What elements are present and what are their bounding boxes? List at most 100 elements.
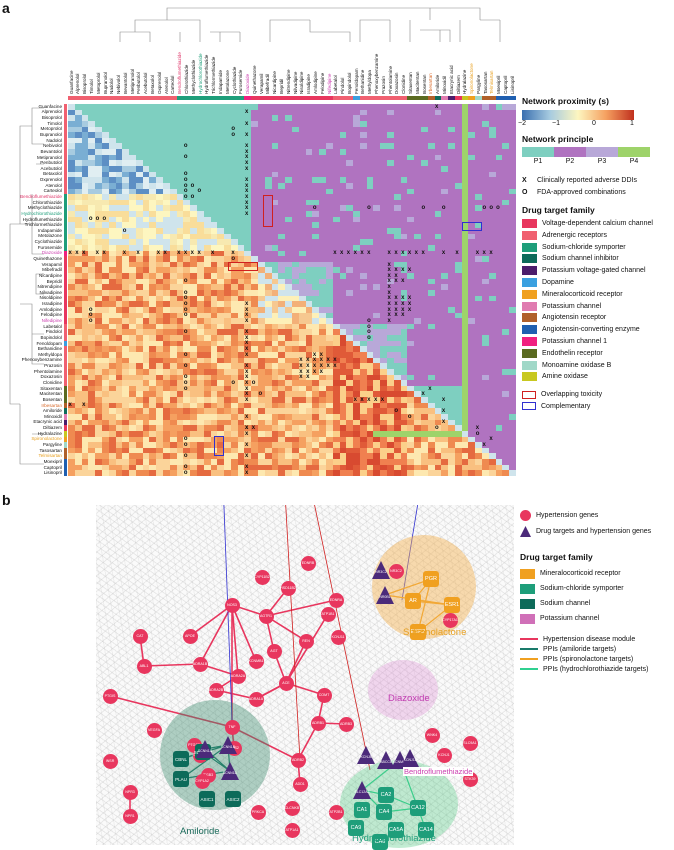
heat-cell xyxy=(292,177,299,183)
heat-cell xyxy=(251,436,259,443)
heat-cell xyxy=(142,312,150,319)
heat-cell xyxy=(495,363,503,369)
heat-cell xyxy=(414,289,421,296)
heat-cell xyxy=(285,368,292,375)
heat-cell xyxy=(461,363,469,369)
heat-cell xyxy=(482,391,489,398)
heat-cell xyxy=(461,289,469,296)
heat-cell xyxy=(441,250,449,257)
heat-cell xyxy=(319,149,326,155)
heat-cell xyxy=(115,351,123,358)
heat-cell xyxy=(332,267,340,274)
heat-cell xyxy=(319,329,326,336)
family-cell xyxy=(64,166,67,172)
heat-cell xyxy=(380,312,388,319)
approved-combination-mark: o xyxy=(231,255,236,262)
heat-cell xyxy=(400,104,408,110)
heat-cell xyxy=(163,273,170,279)
heat-cell xyxy=(95,408,102,414)
heat-cell xyxy=(74,318,82,324)
heat-cell xyxy=(427,470,435,476)
heat-cell xyxy=(176,380,184,386)
heat-cell xyxy=(244,115,252,121)
heat-cell xyxy=(393,177,401,183)
heat-cell xyxy=(461,464,469,471)
heat-cell xyxy=(217,346,225,352)
heat-cell xyxy=(210,267,218,274)
heat-cell xyxy=(366,289,374,296)
heat-cell xyxy=(210,436,218,443)
heat-cell xyxy=(264,244,272,251)
heat-cell xyxy=(407,289,415,296)
approved-combination-mark: o xyxy=(496,205,500,212)
heat-cell xyxy=(448,239,455,245)
heat-cell xyxy=(183,459,191,465)
heat-cell xyxy=(325,374,333,381)
heat-cell xyxy=(332,278,340,285)
heat-cell xyxy=(285,222,292,228)
heat-cell xyxy=(305,165,313,172)
heat-cell xyxy=(251,115,259,121)
heat-cell xyxy=(393,368,401,375)
heat-cell xyxy=(176,351,184,358)
heat-cell xyxy=(292,425,299,431)
family-cell xyxy=(64,352,67,358)
heat-cell xyxy=(366,104,374,110)
heat-cell xyxy=(88,363,96,369)
family-label: Sodium channel inhibitor xyxy=(542,255,619,263)
heat-cell xyxy=(298,250,306,257)
heat-cell xyxy=(176,363,184,369)
heat-cell xyxy=(142,306,150,313)
heat-cell xyxy=(366,459,374,465)
heat-cell xyxy=(88,256,96,262)
heat-cell xyxy=(271,182,279,189)
adverse-ddi-mark: x xyxy=(306,362,310,369)
heat-cell xyxy=(230,227,238,234)
heat-cell xyxy=(176,104,184,110)
heat-cell xyxy=(156,374,164,381)
heat-cell xyxy=(129,199,136,206)
heat-cell xyxy=(380,284,388,290)
heat-cell xyxy=(217,160,225,166)
heat-cell xyxy=(264,120,272,127)
heat-cell xyxy=(380,335,388,341)
heat-cell xyxy=(237,109,245,116)
heat-cell xyxy=(298,323,306,330)
heat-cell xyxy=(332,408,340,414)
heat-cell xyxy=(203,233,211,240)
heat-cell xyxy=(454,425,462,431)
heat-cell xyxy=(68,425,75,431)
heat-cell xyxy=(237,329,245,336)
heat-cell xyxy=(251,171,259,178)
heat-cell xyxy=(251,177,259,183)
heat-cell xyxy=(108,453,116,460)
heat-cell xyxy=(74,306,82,313)
heat-cell xyxy=(346,408,354,414)
heat-cell xyxy=(454,453,462,460)
heat-cell xyxy=(190,284,197,290)
heat-cell xyxy=(393,132,401,138)
heat-cell xyxy=(224,126,231,133)
heat-cell xyxy=(271,408,279,414)
heat-cell xyxy=(407,391,415,398)
heat-cell xyxy=(305,182,313,189)
heat-cell xyxy=(81,442,89,448)
heat-cell xyxy=(122,363,130,369)
heat-cell xyxy=(427,165,435,172)
heat-cell xyxy=(122,165,130,172)
heat-cell xyxy=(312,250,320,257)
adverse-ddi-mark: x xyxy=(387,284,391,291)
heat-cell xyxy=(108,464,116,471)
heat-cell xyxy=(292,363,299,369)
approved-combination-mark: o xyxy=(95,216,100,223)
diazoxide-cluster xyxy=(368,660,438,720)
heat-cell xyxy=(332,233,340,240)
heat-cell xyxy=(190,126,197,133)
heat-cell xyxy=(169,425,177,431)
heat-cell xyxy=(414,165,421,172)
heat-cell xyxy=(156,312,164,319)
heat-cell xyxy=(258,171,265,178)
family-cell xyxy=(64,267,67,274)
heat-cell xyxy=(190,442,197,448)
heat-cell xyxy=(149,211,157,217)
